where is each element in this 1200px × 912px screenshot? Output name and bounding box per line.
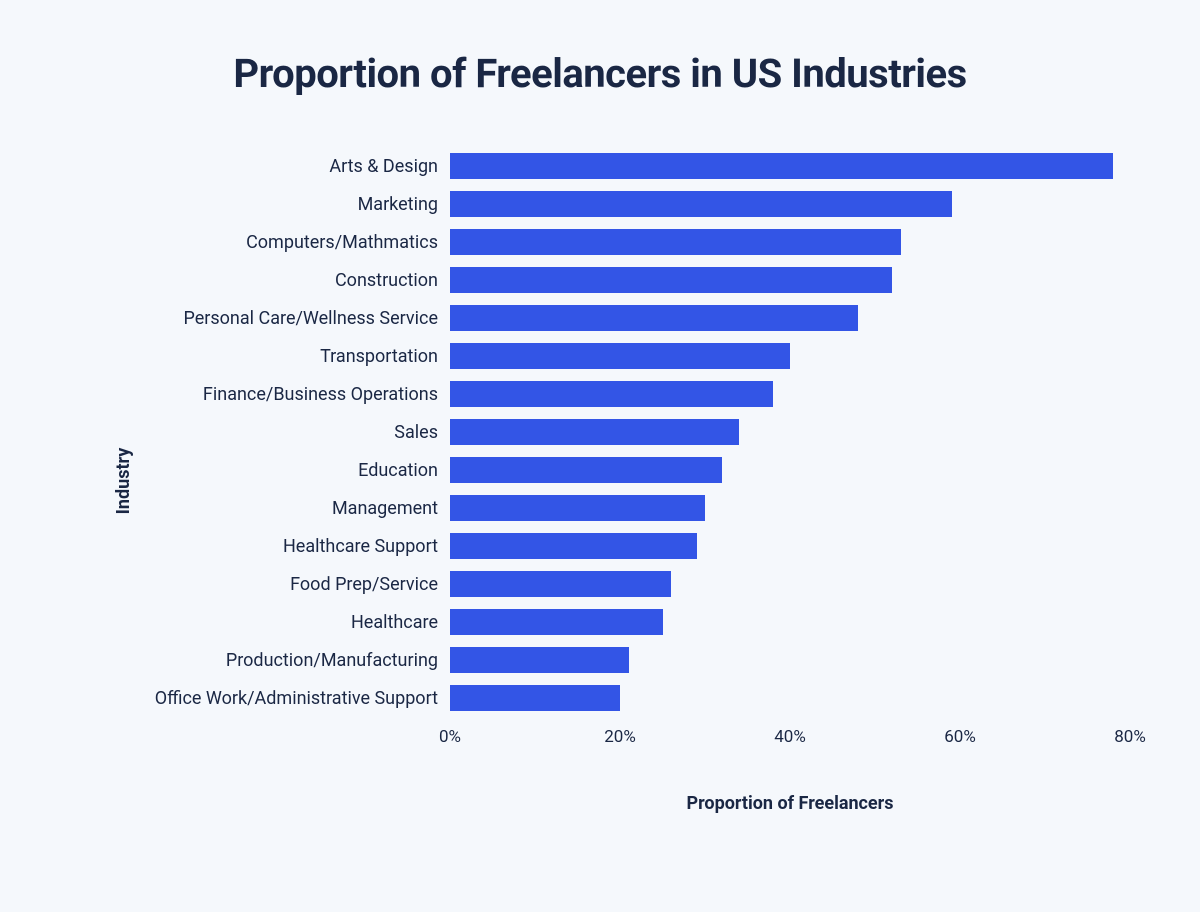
bar bbox=[450, 533, 697, 559]
bar-row bbox=[450, 679, 1130, 717]
bar bbox=[450, 229, 901, 255]
category-label: Computers/Mathmatics bbox=[120, 223, 438, 261]
bars-area: 0%20%40%60%80% Proportion of Freelancers bbox=[450, 147, 1130, 814]
bar-row bbox=[450, 185, 1130, 223]
bar-row bbox=[450, 337, 1130, 375]
category-label: Office Work/Administrative Support bbox=[120, 679, 438, 717]
bar-row bbox=[450, 375, 1130, 413]
bar bbox=[450, 495, 705, 521]
bar-row bbox=[450, 489, 1130, 527]
bar-row bbox=[450, 413, 1130, 451]
bar-row bbox=[450, 565, 1130, 603]
bar bbox=[450, 267, 892, 293]
category-label: Finance/Business Operations bbox=[120, 375, 438, 413]
x-tick: 40% bbox=[774, 727, 806, 747]
category-label: Marketing bbox=[120, 185, 438, 223]
bar-row bbox=[450, 451, 1130, 489]
category-label: Arts & Design bbox=[120, 147, 438, 185]
bar-row bbox=[450, 299, 1130, 337]
bar bbox=[450, 685, 620, 711]
x-axis-label: Proportion of Freelancers bbox=[450, 793, 1130, 814]
bar bbox=[450, 153, 1113, 179]
x-tick: 60% bbox=[944, 727, 976, 747]
bar bbox=[450, 647, 629, 673]
bar bbox=[450, 191, 952, 217]
bar-row bbox=[450, 223, 1130, 261]
chart-container: Proportion of Freelancers in US Industri… bbox=[0, 0, 1200, 912]
bar-row bbox=[450, 527, 1130, 565]
y-axis-label: Industry bbox=[113, 447, 134, 514]
bar bbox=[450, 419, 739, 445]
x-tick: 0% bbox=[439, 727, 461, 747]
x-tick: 80% bbox=[1114, 727, 1146, 747]
x-tick: 20% bbox=[604, 727, 636, 747]
category-label: Management bbox=[120, 489, 438, 527]
category-label: Healthcare bbox=[120, 603, 438, 641]
category-label: Food Prep/Service bbox=[120, 565, 438, 603]
category-label: Construction bbox=[120, 261, 438, 299]
category-label: Transportation bbox=[120, 337, 438, 375]
category-label: Personal Care/Wellness Service bbox=[120, 299, 438, 337]
category-label: Healthcare Support bbox=[120, 527, 438, 565]
bar bbox=[450, 609, 663, 635]
bar bbox=[450, 457, 722, 483]
bar bbox=[450, 305, 858, 331]
bar-row bbox=[450, 641, 1130, 679]
bar bbox=[450, 343, 790, 369]
category-labels-column: Arts & DesignMarketingComputers/Mathmati… bbox=[120, 147, 450, 814]
category-label: Education bbox=[120, 451, 438, 489]
chart-area: Industry Arts & DesignMarketingComputers… bbox=[120, 147, 1140, 814]
category-label: Sales bbox=[120, 413, 438, 451]
chart-title: Proportion of Freelancers in US Industri… bbox=[60, 50, 1140, 97]
bar-row bbox=[450, 603, 1130, 641]
bars-column bbox=[450, 147, 1130, 717]
bar bbox=[450, 381, 773, 407]
category-label: Production/Manufacturing bbox=[120, 641, 438, 679]
bar-row bbox=[450, 261, 1130, 299]
x-axis: 0%20%40%60%80% bbox=[450, 723, 1130, 753]
bar bbox=[450, 571, 671, 597]
bar-row bbox=[450, 147, 1130, 185]
